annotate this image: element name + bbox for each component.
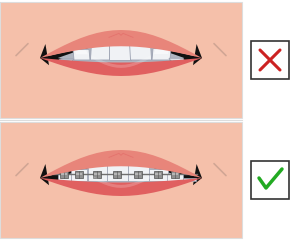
Polygon shape <box>40 58 202 76</box>
Bar <box>61 173 67 175</box>
Bar <box>76 173 82 175</box>
Bar <box>154 170 162 178</box>
Polygon shape <box>40 45 202 69</box>
Polygon shape <box>167 174 183 181</box>
Bar <box>75 170 83 178</box>
Polygon shape <box>40 165 202 189</box>
Polygon shape <box>58 43 184 66</box>
Polygon shape <box>92 43 107 48</box>
Bar <box>0 2 242 118</box>
Polygon shape <box>75 50 88 54</box>
Polygon shape <box>111 41 129 45</box>
Bar <box>0 2 242 118</box>
Polygon shape <box>40 164 49 185</box>
Bar <box>172 173 178 175</box>
Bar <box>155 173 161 175</box>
Bar <box>251 161 289 199</box>
Bar <box>251 41 289 79</box>
Bar <box>114 173 120 175</box>
Polygon shape <box>109 40 131 60</box>
Polygon shape <box>58 174 70 181</box>
Polygon shape <box>171 59 182 63</box>
Bar <box>60 170 68 178</box>
Bar <box>0 122 242 238</box>
Polygon shape <box>130 42 152 60</box>
Polygon shape <box>131 43 149 47</box>
Bar <box>135 173 141 175</box>
Polygon shape <box>61 60 72 64</box>
Bar <box>134 170 142 178</box>
Polygon shape <box>40 44 49 65</box>
Polygon shape <box>193 44 202 65</box>
Polygon shape <box>58 163 184 186</box>
Polygon shape <box>106 163 128 181</box>
Polygon shape <box>148 169 167 181</box>
Polygon shape <box>182 178 196 181</box>
Polygon shape <box>154 49 168 54</box>
Polygon shape <box>73 49 90 60</box>
Bar <box>113 170 121 178</box>
Polygon shape <box>40 150 202 178</box>
Polygon shape <box>91 42 110 60</box>
Polygon shape <box>88 165 106 181</box>
Polygon shape <box>169 58 184 60</box>
Polygon shape <box>59 59 75 60</box>
Bar <box>93 170 101 178</box>
Polygon shape <box>40 30 202 58</box>
Polygon shape <box>40 178 202 196</box>
Bar <box>94 173 100 175</box>
Polygon shape <box>128 164 148 181</box>
Bar <box>0 122 242 238</box>
Polygon shape <box>193 164 202 185</box>
Polygon shape <box>91 175 151 188</box>
Polygon shape <box>152 48 171 60</box>
Bar <box>171 170 179 178</box>
Polygon shape <box>91 55 151 68</box>
Polygon shape <box>71 169 87 181</box>
